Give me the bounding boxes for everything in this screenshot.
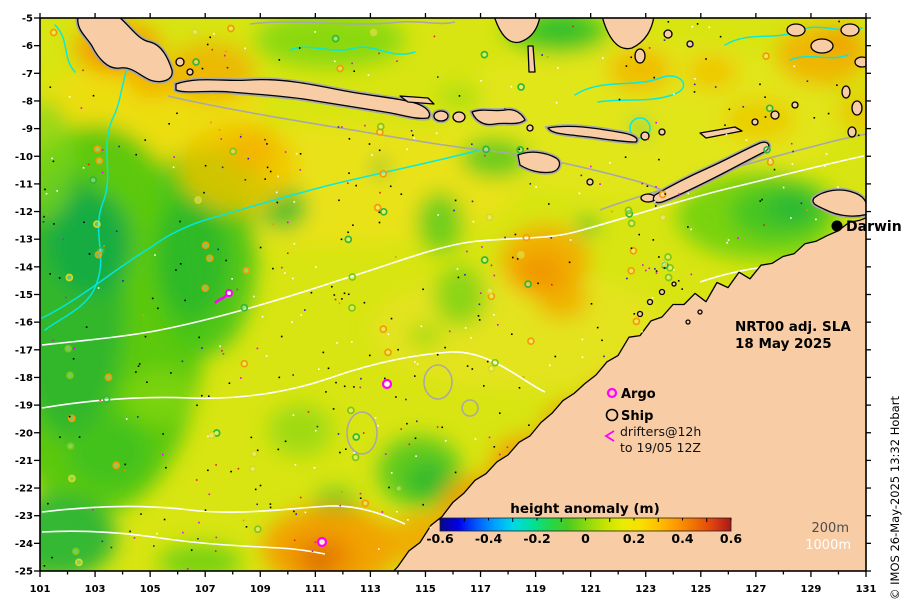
y-tick-label: -5 xyxy=(22,14,33,25)
colorbar-tick-label: 0 xyxy=(581,531,590,546)
x-tick-label: 103 xyxy=(85,584,106,595)
land-lombok xyxy=(452,111,466,123)
land-selayar xyxy=(527,45,536,73)
ship-legend-label: Ship xyxy=(621,409,653,424)
land-timor xyxy=(652,141,770,204)
altimeter-track-markers xyxy=(49,24,775,567)
land-masses xyxy=(77,18,866,571)
credit-text: © IMOS 26-May-2025 13:32 Hobart xyxy=(888,396,902,600)
land-java xyxy=(175,78,431,120)
y-tick-label: -12 xyxy=(15,207,33,218)
city-marker-darwin: Darwin xyxy=(831,219,902,235)
argo-float-marker xyxy=(316,536,328,548)
colorbar-tick-label: -0.2 xyxy=(523,531,550,546)
depth-contour-key: 200m 1000m xyxy=(805,521,851,553)
land-madura xyxy=(399,95,435,105)
y-tick-label: -24 xyxy=(15,539,33,550)
drifters-legend-line2: to 19/05 12Z xyxy=(620,440,701,455)
x-tick-label: 111 xyxy=(305,584,326,595)
argo-float-marker xyxy=(381,378,393,390)
x-tick-label: 129 xyxy=(800,584,821,595)
x-tick-label: 125 xyxy=(690,584,711,595)
y-tick-label: -16 xyxy=(15,318,33,329)
y-tick-label: -13 xyxy=(15,235,33,246)
y-tick-label: -9 xyxy=(22,124,33,135)
drifter-trail xyxy=(214,294,228,304)
land-sulawesi-se xyxy=(601,18,655,50)
argo-legend-icon xyxy=(606,387,618,399)
drifter-head xyxy=(225,289,233,297)
x-tick-label: 123 xyxy=(635,584,656,595)
land-australia xyxy=(392,217,866,571)
colorbar-title: height anomaly (m) xyxy=(510,501,660,517)
colorbar-tick-label: 0.4 xyxy=(671,531,693,546)
x-tick-label: 115 xyxy=(415,584,436,595)
y-tick-label: -17 xyxy=(15,345,33,356)
colorbar-tick-label: -0.6 xyxy=(426,531,454,546)
y-tick-label: -20 xyxy=(15,428,33,439)
drifter-legend-icon xyxy=(604,430,615,442)
y-tick-label: -6 xyxy=(22,41,33,52)
y-tick-label: -22 xyxy=(15,484,33,495)
ship-legend-icon xyxy=(605,408,619,422)
x-tick-label: 107 xyxy=(195,584,216,595)
axis-tick-labels: 101 103 105 107 109 111 113 115 117 119 121 123 125 1… xyxy=(15,14,877,596)
x-tick-label: 121 xyxy=(580,584,601,595)
highlighted-platforms xyxy=(214,289,393,548)
contour-label-1000m: 1000m xyxy=(805,538,851,553)
colorbar-tick-label: 0.6 xyxy=(720,531,742,546)
colorbar-tick-label: 0.2 xyxy=(623,531,645,546)
drifters-legend-line1: drifters@12h xyxy=(620,424,701,439)
plot-frame xyxy=(39,17,867,572)
land-savu xyxy=(586,178,594,186)
y-tick-label: -10 xyxy=(15,152,33,163)
observation-dots xyxy=(42,20,860,570)
kimberley-islets xyxy=(636,281,703,325)
y-tick-label: -8 xyxy=(22,96,33,107)
land-bali xyxy=(433,110,449,122)
land-sumbawa xyxy=(471,108,526,126)
x-tick-label: 109 xyxy=(250,584,271,595)
x-tick-label: 117 xyxy=(470,584,491,595)
map-title-block: NRT00 adj. SLA 18 May 2025 xyxy=(735,319,851,352)
land-sumba xyxy=(517,151,561,174)
y-tick-label: -14 xyxy=(15,262,33,273)
y-tick-label: -19 xyxy=(15,401,33,412)
land-flores xyxy=(547,125,638,143)
map-title-line1: NRT00 adj. SLA xyxy=(735,319,851,335)
y-tick-label: -23 xyxy=(15,511,33,522)
land-sumatra xyxy=(77,18,173,83)
y-tick-label: -21 xyxy=(15,456,33,467)
y-tick-label: -18 xyxy=(15,373,33,384)
x-tick-label: 119 xyxy=(525,584,546,595)
x-tick-label: 127 xyxy=(745,584,766,595)
y-tick-label: -25 xyxy=(15,567,33,578)
x-tick-label: 131 xyxy=(856,584,877,595)
land-tiwi-melville xyxy=(812,189,866,217)
land-buton xyxy=(634,48,646,64)
colorbar: height anomaly (m) -0.6 -0.4 -0.2 0 0.2 0.4 0.… xyxy=(426,501,742,546)
map-title-line2: 18 May 2025 xyxy=(735,336,832,352)
y-tick-label: -15 xyxy=(15,290,33,301)
land-wetar xyxy=(699,126,743,139)
city-label: Darwin xyxy=(846,219,902,235)
x-tick-label: 113 xyxy=(360,584,381,595)
sla-field xyxy=(40,18,866,571)
contour-label-200m: 200m xyxy=(812,521,849,536)
land-sulawesi-sw xyxy=(494,18,541,44)
map-legend: Argo Ship drifters@12h to 19/05 12Z xyxy=(604,387,701,455)
x-tick-label: 105 xyxy=(140,584,161,595)
argo-legend-label: Argo xyxy=(621,387,656,402)
city-dot xyxy=(831,220,843,232)
x-tick-label: 101 xyxy=(30,584,51,595)
y-tick-label: -7 xyxy=(22,69,33,80)
colorbar-tick-label: -0.4 xyxy=(475,531,503,546)
y-tick-label: -11 xyxy=(15,179,33,190)
